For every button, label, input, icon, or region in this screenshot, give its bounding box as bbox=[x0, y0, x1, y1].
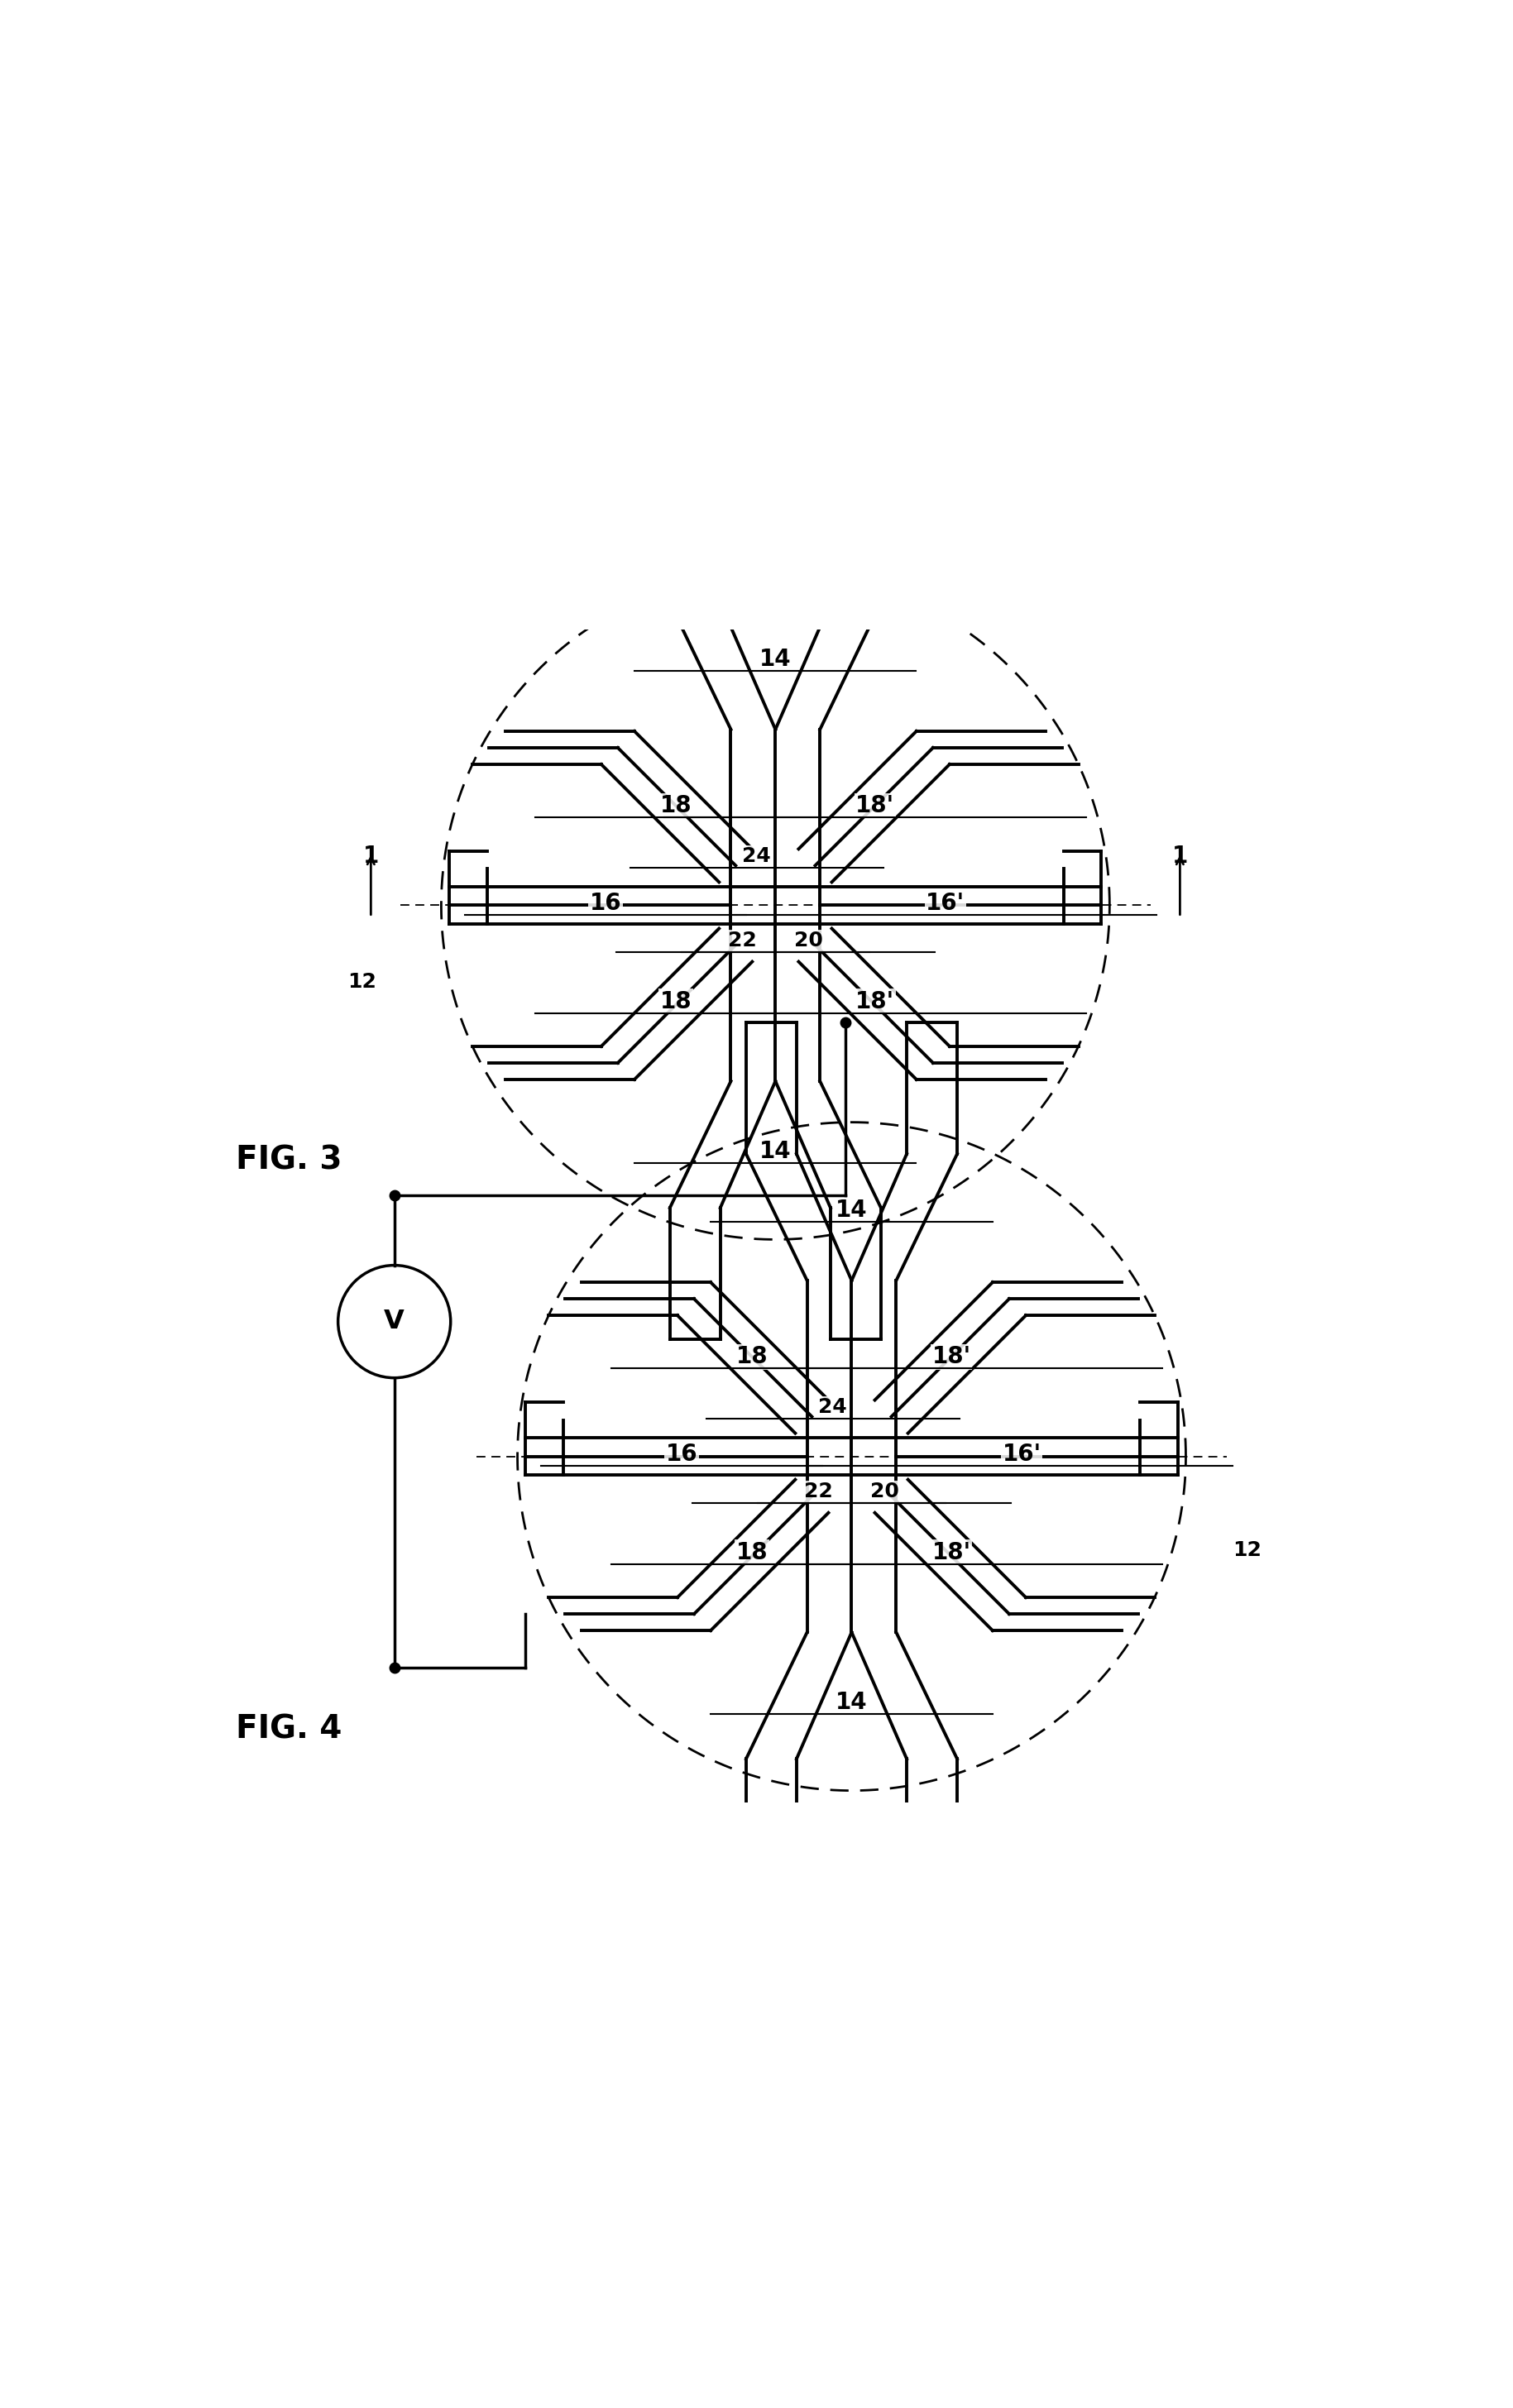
Text: 18: 18 bbox=[735, 1541, 769, 1565]
Text: 18': 18' bbox=[932, 1541, 971, 1565]
Text: 14: 14 bbox=[760, 1139, 791, 1163]
Text: 18: 18 bbox=[660, 990, 691, 1014]
Text: 16': 16' bbox=[1002, 1442, 1041, 1466]
Text: 16: 16 bbox=[666, 1442, 697, 1466]
Text: 22: 22 bbox=[805, 1481, 834, 1503]
Text: 14: 14 bbox=[760, 648, 791, 672]
Text: 24: 24 bbox=[743, 845, 772, 867]
Text: 14: 14 bbox=[835, 1690, 867, 1714]
Text: 12: 12 bbox=[348, 970, 377, 992]
Text: 16': 16' bbox=[926, 891, 965, 915]
Text: V: V bbox=[384, 1308, 404, 1334]
Text: 18': 18' bbox=[855, 795, 894, 816]
Text: 20: 20 bbox=[870, 1481, 899, 1503]
Text: 12: 12 bbox=[1233, 1541, 1262, 1560]
Text: 18': 18' bbox=[932, 1346, 971, 1368]
Text: 20: 20 bbox=[794, 929, 823, 951]
Text: 22: 22 bbox=[728, 929, 756, 951]
Text: 16: 16 bbox=[590, 891, 622, 915]
Text: 18: 18 bbox=[660, 795, 691, 816]
Text: FIG. 3: FIG. 3 bbox=[236, 1144, 342, 1175]
Text: 1: 1 bbox=[1173, 845, 1188, 867]
Text: 18': 18' bbox=[855, 990, 894, 1014]
Text: 14: 14 bbox=[835, 1199, 867, 1221]
Text: FIG. 4: FIG. 4 bbox=[236, 1714, 342, 1746]
Text: 24: 24 bbox=[819, 1397, 847, 1416]
Text: 1: 1 bbox=[363, 845, 378, 867]
Text: 18: 18 bbox=[735, 1346, 769, 1368]
